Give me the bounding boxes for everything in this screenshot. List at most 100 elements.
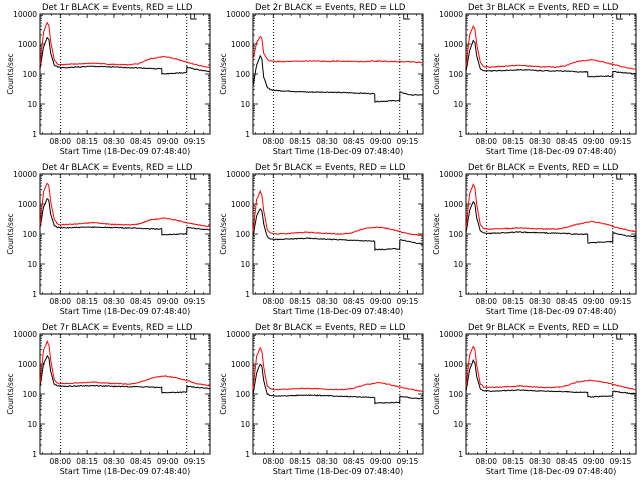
x-tick-label: 08:45 — [556, 457, 578, 466]
y-tick-label: 1000 — [231, 200, 250, 209]
x-tick-label: 08:45 — [343, 137, 365, 146]
y-tick-label: 1 — [245, 450, 250, 459]
lld-series-line — [39, 21, 211, 69]
y-tick-label: 10000 — [439, 10, 463, 19]
corner-marker-icon — [403, 334, 410, 340]
y-axis-label: Counts/sec — [432, 373, 441, 414]
panel-title: Det 1r BLACK = Events, RED = LLD — [42, 3, 193, 13]
plot-frame — [465, 333, 637, 455]
x-tick-label: 08:30 — [316, 137, 338, 146]
x-tick-label: 08:15 — [76, 457, 98, 466]
x-tick-label: 08:45 — [556, 137, 578, 146]
x-tick-label: 08:15 — [76, 137, 98, 146]
x-tick-label: 08:15 — [502, 137, 524, 146]
y-tick-label: 1 — [458, 130, 463, 139]
y-tick-label: 10000 — [226, 330, 250, 339]
x-tick-label: 09:00 — [157, 297, 179, 306]
corner-marker-icon — [616, 14, 623, 20]
events-series-line — [39, 36, 211, 75]
plot-frame — [39, 13, 211, 135]
y-tick-label: 100 — [236, 70, 251, 79]
y-tick-label: 10000 — [226, 10, 250, 19]
y-tick-label: 10000 — [226, 170, 250, 179]
y-axis-label: Counts/sec — [432, 53, 441, 94]
panel-title: Det 3r BLACK = Events, RED = LLD — [468, 3, 619, 13]
y-tick-label: 1 — [458, 290, 463, 299]
y-tick-label: 100 — [236, 390, 251, 399]
x-tick-label: 08:00 — [49, 137, 71, 146]
x-tick-label: 08:30 — [316, 457, 338, 466]
y-axis-label: Counts/sec — [6, 373, 15, 414]
events-series-line — [465, 39, 637, 78]
x-tick-label: 09:00 — [583, 137, 605, 146]
y-axis-label: Counts/sec — [219, 213, 228, 254]
x-tick-label: 09:15 — [397, 457, 419, 466]
y-tick-label: 10 — [27, 420, 37, 429]
events-series-line — [252, 54, 424, 103]
y-tick-label: 10 — [27, 260, 37, 269]
panel-title: Det 2r BLACK = Events, RED = LLD — [255, 3, 406, 13]
x-axis-label: Start Time (18-Dec-09 07:48:40) — [486, 147, 617, 156]
y-axis-label: Counts/sec — [432, 213, 441, 254]
y-tick-label: 100 — [23, 230, 38, 239]
y-axis-label: Counts/sec — [6, 213, 15, 254]
x-tick-label: 08:00 — [475, 297, 497, 306]
x-tick-label: 08:45 — [130, 457, 152, 466]
y-tick-label: 1000 — [444, 40, 463, 49]
y-tick-label: 100 — [449, 390, 464, 399]
x-tick-label: 08:15 — [289, 297, 311, 306]
y-tick-label: 10000 — [13, 10, 37, 19]
corner-marker-icon — [190, 14, 197, 20]
x-tick-label: 08:00 — [49, 457, 71, 466]
y-tick-label: 100 — [236, 230, 251, 239]
x-tick-label: 08:00 — [475, 137, 497, 146]
y-tick-label: 10000 — [13, 330, 37, 339]
y-tick-label: 100 — [23, 70, 38, 79]
x-tick-label: 08:30 — [103, 137, 125, 146]
x-tick-label: 08:00 — [262, 137, 284, 146]
x-tick-label: 08:45 — [556, 297, 578, 306]
x-tick-label: 08:45 — [343, 297, 365, 306]
detector-panel-1: Det 1r BLACK = Events, RED = LLD 1 10 100 10… — [6, 3, 211, 156]
y-tick-label: 10 — [453, 420, 463, 429]
y-axis-label: Counts/sec — [6, 53, 15, 94]
x-tick-label: 09:15 — [184, 457, 206, 466]
corner-marker-icon — [190, 174, 197, 180]
detector-panel-7: Det 7r BLACK = Events, RED = LLD 1 10 100 10… — [6, 323, 211, 476]
events-series-line — [465, 358, 637, 398]
y-tick-label: 10000 — [439, 330, 463, 339]
events-series-line — [465, 200, 637, 244]
y-tick-label: 1000 — [444, 200, 463, 209]
x-tick-label: 08:30 — [529, 137, 551, 146]
y-tick-label: 1 — [245, 130, 250, 139]
x-tick-label: 08:00 — [262, 457, 284, 466]
x-tick-label: 09:15 — [184, 297, 206, 306]
x-tick-label: 08:45 — [130, 137, 152, 146]
y-tick-label: 1 — [458, 450, 463, 459]
y-tick-label: 10000 — [13, 170, 37, 179]
plot-frame — [252, 333, 424, 455]
plot-frame — [465, 13, 637, 135]
y-axis-label: Counts/sec — [219, 53, 228, 94]
x-tick-label: 08:30 — [316, 297, 338, 306]
lld-series-line — [465, 182, 637, 233]
x-axis-label: Start Time (18-Dec-09 07:48:40) — [486, 307, 617, 316]
x-tick-label: 08:15 — [502, 457, 524, 466]
x-axis-label: Start Time (18-Dec-09 07:48:40) — [273, 147, 404, 156]
x-tick-label: 09:00 — [583, 297, 605, 306]
x-tick-label: 09:15 — [397, 137, 419, 146]
y-tick-label: 10000 — [439, 170, 463, 179]
y-tick-label: 100 — [449, 230, 464, 239]
panel-title: Det 5r BLACK = Events, RED = LLD — [255, 163, 406, 173]
x-axis-label: Start Time (18-Dec-09 07:48:40) — [60, 467, 191, 476]
x-tick-label: 08:15 — [289, 137, 311, 146]
x-axis-label: Start Time (18-Dec-09 07:48:40) — [486, 467, 617, 476]
panel-title: Det 6r BLACK = Events, RED = LLD — [468, 163, 619, 173]
detector-panel-6: Det 6r BLACK = Events, RED = LLD 1 10 100 10… — [432, 163, 637, 316]
x-tick-label: 09:15 — [610, 137, 632, 146]
y-tick-label: 1000 — [18, 360, 37, 369]
x-axis-label: Start Time (18-Dec-09 07:48:40) — [60, 307, 191, 316]
y-tick-label: 1000 — [231, 40, 250, 49]
detector-panel-3: Det 3r BLACK = Events, RED = LLD 1 10 100 10… — [432, 3, 637, 156]
